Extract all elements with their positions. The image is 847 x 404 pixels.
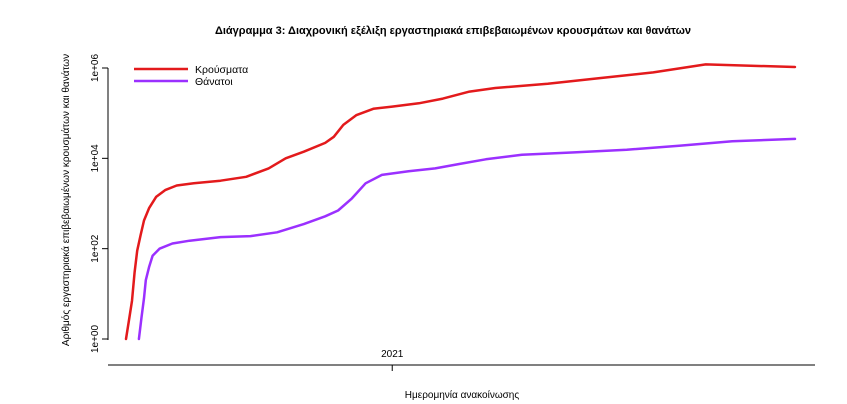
y-tick-label: 1e+04 [90, 144, 101, 173]
legend: Κρούσματα Θάνατοι [134, 64, 248, 88]
legend-label-cases: Κρούσματα [195, 64, 248, 76]
series-lines [124, 63, 797, 341]
y-axis: 1e+00 1e+02 1e+04 1e+06 [90, 54, 109, 354]
series-line-1 [137, 137, 797, 341]
y-tick-label: 1e+02 [90, 234, 101, 263]
legend-label-deaths: Θάνατοι [195, 76, 233, 88]
x-tick-label: 2021 [381, 349, 404, 360]
x-axis-label: Ημερομηνία ανακοίνωσης [405, 389, 520, 401]
y-tick-label: 1e+00 [90, 325, 101, 354]
series-line-0 [124, 63, 797, 341]
y-axis-label: Αριθμός εργαστηριακά επιβεβαιωμένων κρου… [60, 54, 72, 346]
y-tick-label: 1e+06 [90, 54, 101, 83]
chart-title: Διάγραμμα 3: Διαχρονική εξέλιξη εργαστηρ… [215, 25, 691, 37]
x-axis: 2021 [108, 349, 815, 371]
